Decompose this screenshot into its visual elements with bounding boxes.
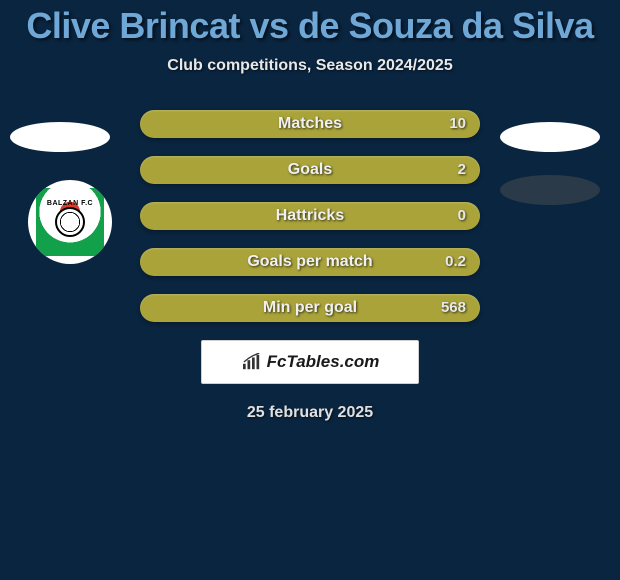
brand-text: FcTables.com [267,352,380,372]
stat-value: 10 [449,110,466,138]
soccer-ball-icon [55,207,85,237]
stat-value: 0.2 [445,248,466,276]
club-logo: BALZAN F.C [28,180,112,264]
club-name: BALZAN F.C [36,200,104,207]
stat-bar: Hattricks 0 [140,202,480,230]
player-badge-right [500,122,600,152]
stat-bar: Min per goal 568 [140,294,480,322]
player-badge-right-2 [500,175,600,205]
stat-label: Goals per match [140,248,480,276]
stat-bar: Goals 2 [140,156,480,184]
stat-value: 2 [458,156,466,184]
chart-icon [241,353,263,371]
stats-bars: Matches 10 Goals 2 Hattricks 0 Goals per… [140,110,480,322]
comparison-date: 25 february 2025 [0,404,620,422]
brand-attribution[interactable]: FcTables.com [201,340,419,384]
stat-bar: Matches 10 [140,110,480,138]
stat-label: Min per goal [140,294,480,322]
comparison-subtitle: Club competitions, Season 2024/2025 [0,57,620,75]
stat-label: Matches [140,110,480,138]
stat-label: Goals [140,156,480,184]
stat-value: 568 [441,294,466,322]
stat-bar: Goals per match 0.2 [140,248,480,276]
comparison-title: Clive Brincat vs de Souza da Silva [0,5,620,47]
stat-value: 0 [458,202,466,230]
player-badge-left [10,122,110,152]
stat-label: Hattricks [140,202,480,230]
